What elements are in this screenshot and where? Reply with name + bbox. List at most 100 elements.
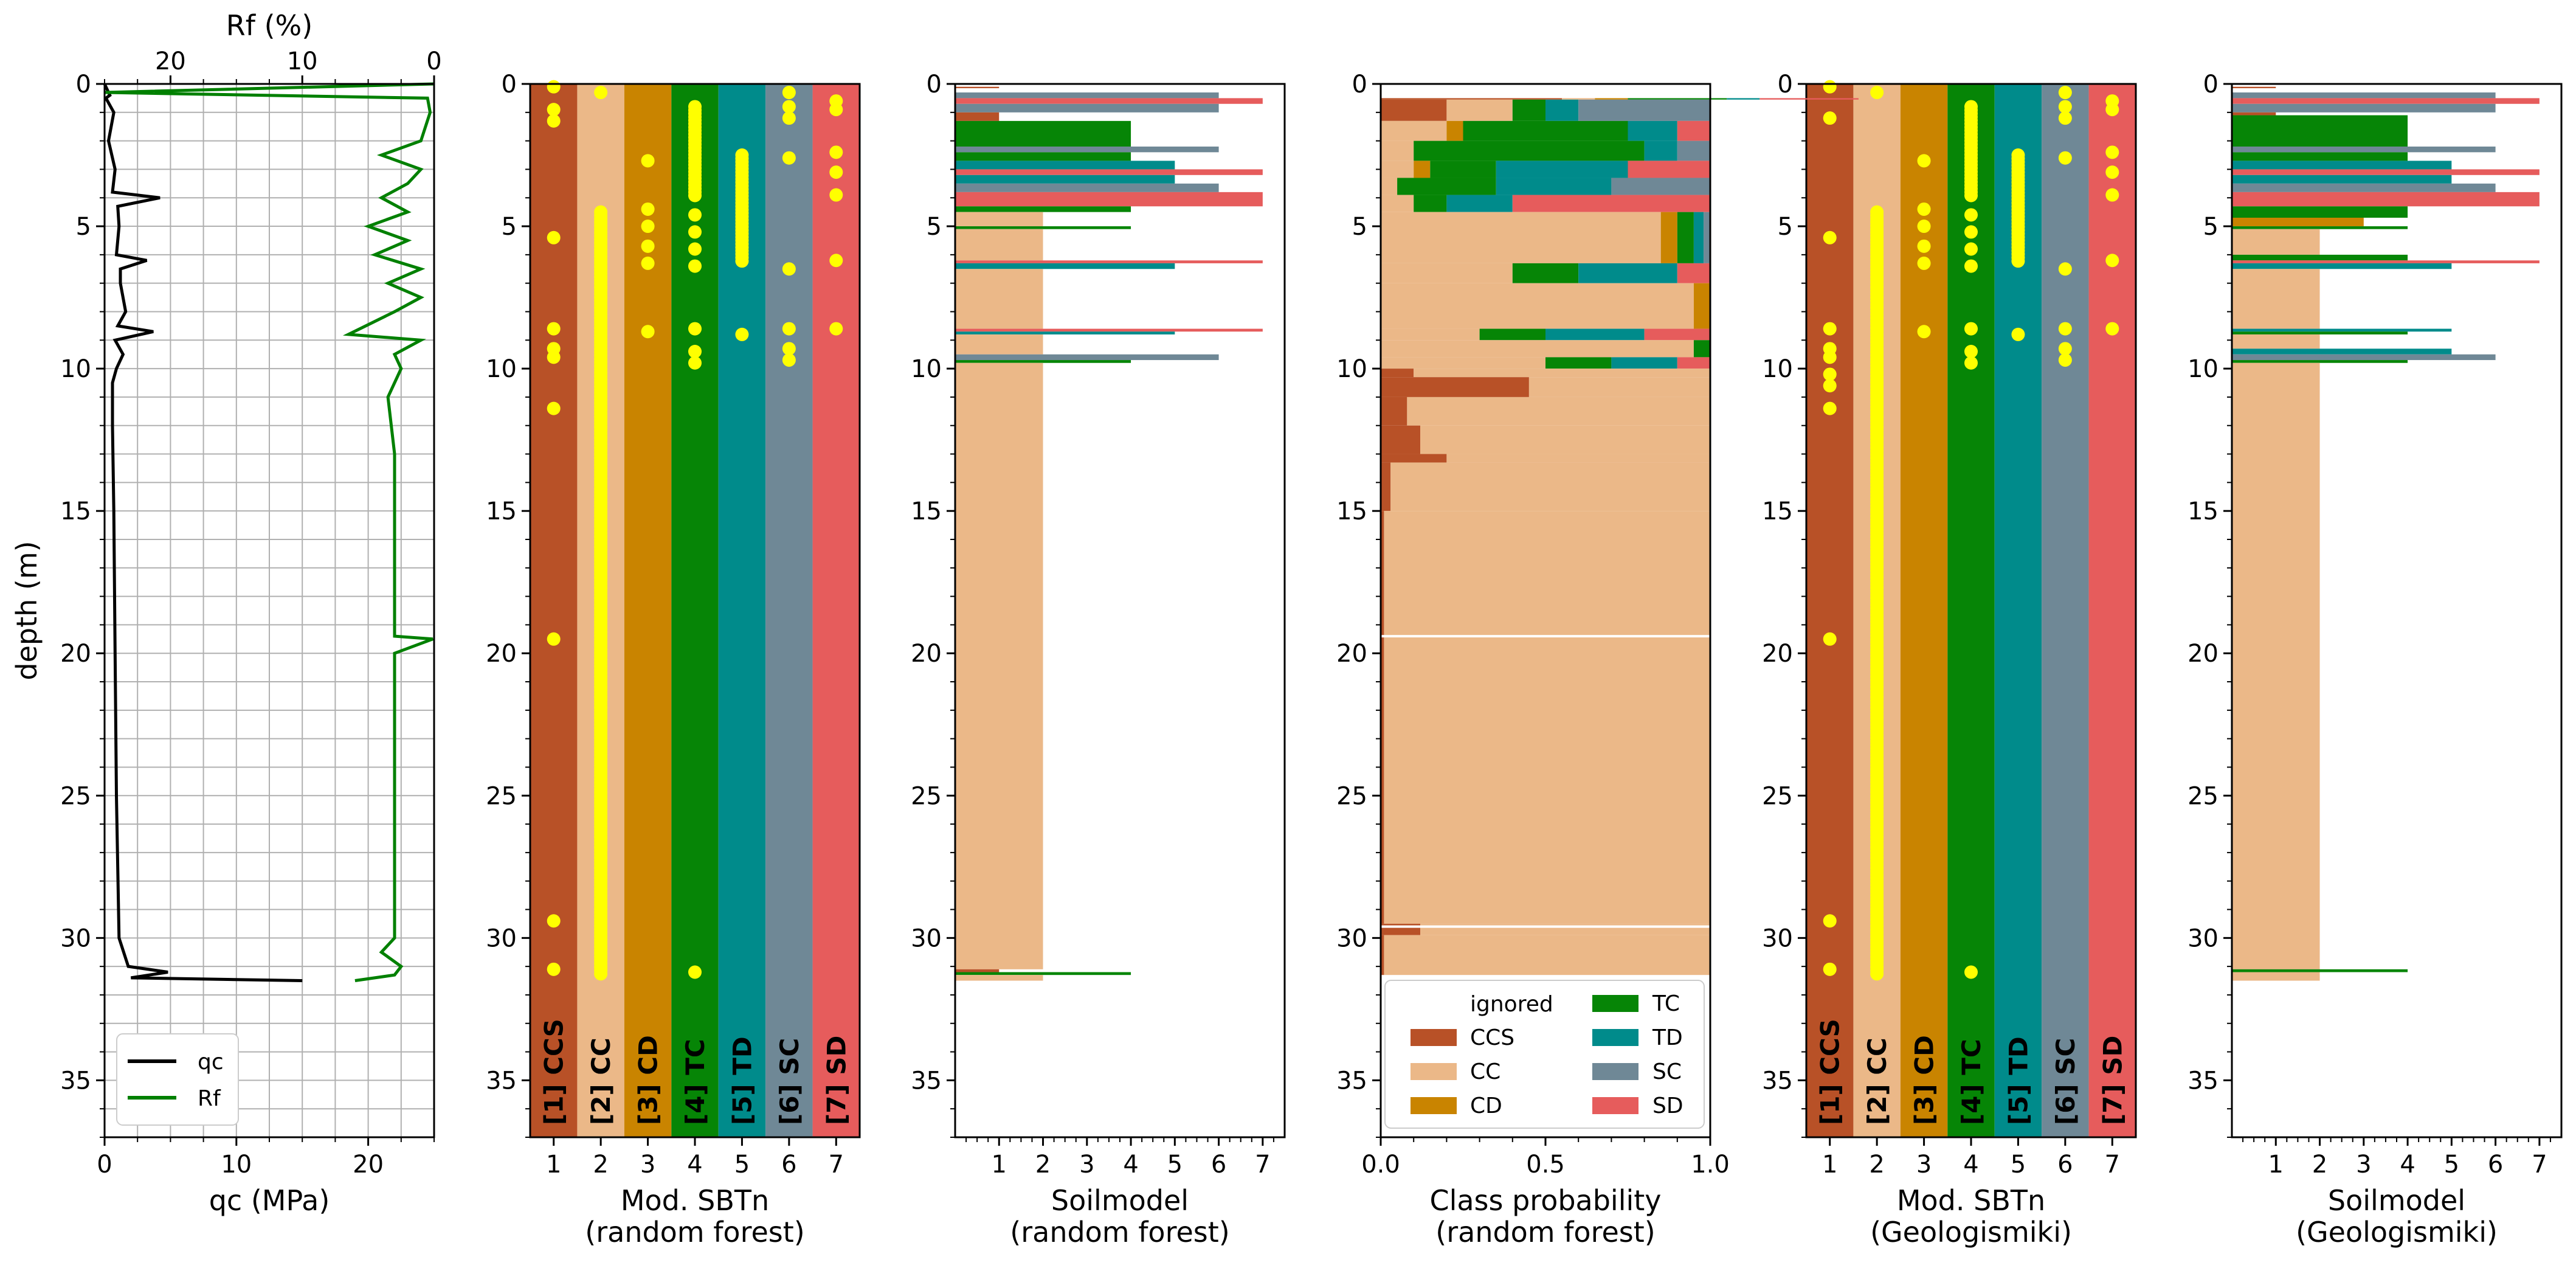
sbtn-rf-point [641, 239, 655, 253]
soilmodel-geo-layer-TC [2232, 206, 2408, 218]
prob-legend-label-SC: SC [1652, 1059, 1682, 1084]
prob-xtick-label: 0.0 [1361, 1151, 1400, 1179]
sbtn-geo-xtick-label: 1 [1822, 1151, 1837, 1179]
soilmodel-rf-layer-TC [955, 120, 1131, 147]
prob-segment-SC [1677, 140, 1710, 161]
sbtn-rf-ytick-label: 20 [486, 640, 517, 668]
prob-segment-TD [1496, 178, 1612, 195]
prob-segment-CC [1420, 425, 1710, 454]
prob-segment-TD [1446, 195, 1513, 212]
sbtn-geo-point [1964, 189, 1978, 203]
sbtn-rf-point [688, 345, 702, 359]
sbtn-rf-ytick-label: 25 [486, 782, 517, 810]
sbtn-geo-point [1823, 632, 1837, 646]
soilmodel-rf-ytick-label: 30 [911, 924, 942, 952]
sbtn-rf-point [782, 262, 796, 276]
prob-ytick-label: 15 [1336, 497, 1367, 525]
prob-segment-CC [1414, 369, 1710, 378]
sbtn-geo-point [2058, 86, 2072, 100]
prob-legend-box [1384, 980, 1705, 1129]
prob-segment-CCS [1381, 511, 1384, 924]
soilmodel-rf-xlabel: (random forest) [1010, 1216, 1229, 1249]
prob-segment-CC [1381, 178, 1398, 195]
sbtn-rf-class-label-CC: [2] CC [586, 1038, 616, 1125]
sbtn-rf-point [829, 103, 843, 117]
soilmodel-rf-ytick-label: 15 [911, 497, 942, 525]
prob-segment-CCS [1381, 425, 1421, 454]
soilmodel-geo-ytick-label: 10 [2188, 355, 2219, 383]
soilmodel-rf-layer-SD [955, 169, 1263, 175]
sbtn-rf-ytick-label: 0 [502, 71, 517, 99]
sbtn-geo-point [1964, 225, 1978, 239]
soilmodel-rf-layer-TC [955, 360, 1131, 363]
soilmodel-rf-layer-SD [955, 192, 1263, 207]
cpt-x2tick-label: 10 [287, 47, 318, 75]
soilmodel-rf-xtick-label: 1 [992, 1151, 1007, 1179]
prob-segment-TD [1545, 99, 1579, 121]
soilmodel-rf-layer-CC [955, 362, 1043, 969]
sbtn-rf-point [782, 353, 796, 367]
sbtn-geo-ytick-label: 5 [1778, 213, 1793, 241]
prob-ytick-label: 25 [1336, 782, 1367, 810]
prob-legend-label-SD: SD [1652, 1093, 1683, 1118]
depth-axis-label: depth (m) [10, 541, 43, 680]
soilmodel-rf-layer-TD [955, 263, 1175, 269]
sbtn-geo-band-TC [1947, 84, 1995, 1137]
sbtn-geo-point [2058, 353, 2072, 367]
soilmodel-geo-xtick-label: 2 [2312, 1151, 2327, 1179]
prob-legend-label-CD: CD [1470, 1093, 1502, 1118]
prob-segment-CD [1446, 120, 1463, 141]
sbtn-rf-point [829, 322, 843, 336]
cpt-ytick-label: 25 [60, 782, 91, 810]
sbtn-rf-point [547, 114, 561, 128]
sbtn-rf-class-label-SD: [7] SD [821, 1036, 851, 1125]
sbtn-geo-point [1823, 914, 1837, 928]
soilmodel-geo-layer-TC [2232, 226, 2408, 229]
prob-segment-CC [1381, 140, 1414, 161]
sbtn-rf-point [688, 225, 702, 239]
sbtn-geo-point [1917, 325, 1931, 339]
prob-segment-CC [1381, 340, 1694, 358]
sbtn-geo-ytick-label: 15 [1762, 497, 1793, 525]
soilmodel-rf-layer-TD [955, 331, 1175, 334]
soilmodel-geo-layer-TD [2232, 328, 2452, 332]
sbtn-geo-point [1964, 345, 1978, 359]
sbtn-geo-point [1870, 86, 1884, 100]
soilmodel-geo-layer-TC [2232, 115, 2408, 147]
soilmodel-rf-layer-TC [955, 152, 1131, 161]
sbtn-geo-point [1964, 242, 1978, 256]
sbtn-rf-ytick-label: 15 [486, 497, 517, 525]
soilmodel-rf-layer-SD [955, 328, 1263, 332]
soilmodel-geo-layer-CD [2232, 218, 2364, 227]
sbtn-rf-point [547, 632, 561, 646]
sbtn-rf-point [782, 151, 796, 165]
prob-segment-CCS [1381, 99, 1447, 121]
sbtn-geo-point [1823, 350, 1837, 364]
soilmodel-rf-ytick-label: 5 [927, 213, 942, 241]
soilmodel-rf-layer-SD [955, 260, 1263, 263]
prob-segment-TD [1545, 328, 1645, 341]
cpt-ytick-label: 20 [60, 640, 91, 668]
sbtn-rf-ytick-label: 5 [502, 213, 517, 241]
prob-segment-CC [1381, 328, 1480, 341]
soilmodel-geo-ytick-label: 0 [2203, 71, 2219, 99]
soilmodel-rf-layer-SD [955, 98, 1263, 104]
soilmodel-geo-layer-SC [2232, 92, 2496, 99]
sbtn-geo-point [1917, 256, 1931, 270]
soilmodel-geo-layer-TC [2232, 969, 2408, 972]
sbtn-rf-point [782, 111, 796, 125]
soilmodel-rf-layer-CCS [955, 969, 1000, 972]
prob-ytick-label: 0 [1352, 71, 1367, 99]
prob-segment-CCS [1381, 377, 1529, 397]
series-qc [103, 83, 303, 982]
prob-legend-swatch-CD [1411, 1097, 1457, 1114]
sbtn-geo-point [1823, 379, 1837, 393]
soilmodel-rf-ytick-label: 20 [911, 640, 942, 668]
soilmodel-rf-layer-TD [955, 175, 1175, 184]
prob-xtick-label: 1.0 [1691, 1151, 1730, 1179]
sbtn-rf-point [735, 327, 749, 341]
soilmodel-rf-ytick-label: 25 [911, 782, 942, 810]
sbtn-geo-point [2105, 145, 2119, 159]
soilmodel-rf-ytick-label: 0 [927, 71, 942, 99]
sbtn-rf-point [688, 322, 702, 336]
